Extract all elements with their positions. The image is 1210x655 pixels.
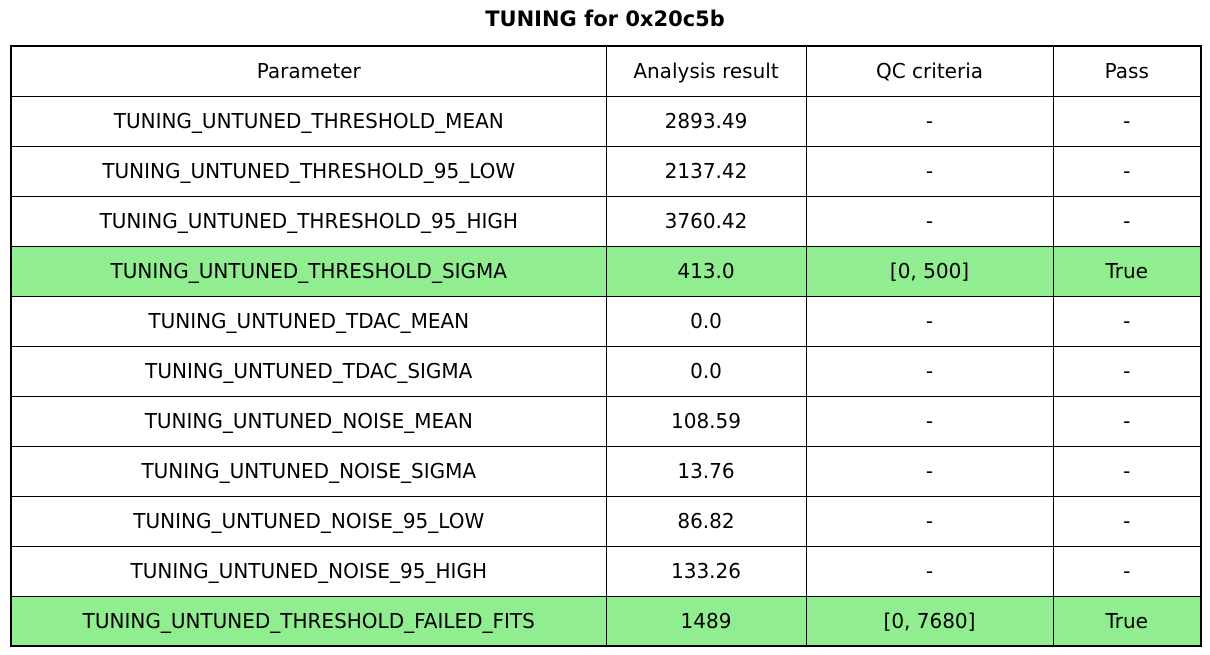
cell-analysis-result: 2893.49 (605, 95, 807, 147)
cell-parameter: TUNING_UNTUNED_NOISE_95_HIGH (10, 545, 607, 597)
table-header-row: Parameter Analysis result QC criteria Pa… (10, 45, 1202, 97)
cell-analysis-result: 108.59 (605, 395, 807, 447)
cell-analysis-result: 3760.42 (605, 195, 807, 247)
cell-parameter: TUNING_UNTUNED_THRESHOLD_FAILED_FITS (10, 595, 607, 647)
table-body: TUNING_UNTUNED_THRESHOLD_MEAN 2893.49- - TU… (10, 95, 1202, 647)
cell-qc-criteria: - (805, 145, 1054, 197)
cell-parameter: TUNING_UNTUNED_THRESHOLD_95_HIGH (10, 195, 607, 247)
cell-analysis-result: 0.0 (605, 345, 807, 397)
cell-parameter: TUNING_UNTUNED_THRESHOLD_95_LOW (10, 145, 607, 197)
qc-results-table: Parameter Analysis result QC criteria Pa… (10, 45, 1202, 647)
column-header-qc-criteria: QC criteria (805, 45, 1054, 97)
cell-pass: True (1052, 595, 1202, 647)
cell-qc-criteria: - (805, 445, 1054, 497)
cell-qc-criteria: - (805, 345, 1054, 397)
cell-parameter: TUNING_UNTUNED_TDAC_SIGMA (10, 345, 607, 397)
table-row: TUNING_UNTUNED_THRESHOLD_FAILED_FITS 1489… (10, 595, 1202, 647)
cell-pass: - (1052, 195, 1202, 247)
cell-qc-criteria: [0, 7680] (805, 595, 1054, 647)
cell-analysis-result: 1489 (605, 595, 807, 647)
cell-pass: True (1052, 245, 1202, 297)
cell-pass: - (1052, 295, 1202, 347)
cell-pass: - (1052, 95, 1202, 147)
cell-qc-criteria: - (805, 545, 1054, 597)
table-row: TUNING_UNTUNED_TDAC_SIGMA 0.0- - (10, 345, 1202, 397)
cell-qc-criteria: - (805, 95, 1054, 147)
cell-qc-criteria: - (805, 495, 1054, 547)
column-header-pass: Pass (1052, 45, 1202, 97)
cell-pass: - (1052, 395, 1202, 447)
table-row: TUNING_UNTUNED_NOISE_95_HIGH 133.26- - (10, 545, 1202, 597)
column-header-analysis-result: Analysis result (605, 45, 807, 97)
table-row: TUNING_UNTUNED_THRESHOLD_SIGMA 413.0 [0, 5… (10, 245, 1202, 297)
cell-analysis-result: 13.76 (605, 445, 807, 497)
table-row: TUNING_UNTUNED_NOISE_95_LOW 86.82- - (10, 495, 1202, 547)
table-row: TUNING_UNTUNED_NOISE_SIGMA 13.76- - (10, 445, 1202, 497)
cell-pass: - (1052, 445, 1202, 497)
table-row: TUNING_UNTUNED_THRESHOLD_MEAN 2893.49- - (10, 95, 1202, 147)
cell-parameter: TUNING_UNTUNED_NOISE_95_LOW (10, 495, 607, 547)
table-row: TUNING_UNTUNED_THRESHOLD_95_LOW 2137.42- - (10, 145, 1202, 197)
table-row: TUNING_UNTUNED_THRESHOLD_95_HIGH 3760.42-… (10, 195, 1202, 247)
cell-qc-criteria: - (805, 295, 1054, 347)
cell-analysis-result: 133.26 (605, 545, 807, 597)
cell-parameter: TUNING_UNTUNED_THRESHOLD_MEAN (10, 95, 607, 147)
cell-pass: - (1052, 345, 1202, 397)
cell-pass: - (1052, 145, 1202, 197)
table-row: TUNING_UNTUNED_TDAC_MEAN 0.0- - (10, 295, 1202, 347)
cell-parameter: TUNING_UNTUNED_THRESHOLD_SIGMA (10, 245, 607, 297)
cell-analysis-result: 2137.42 (605, 145, 807, 197)
cell-analysis-result: 86.82 (605, 495, 807, 547)
cell-parameter: TUNING_UNTUNED_NOISE_MEAN (10, 395, 607, 447)
cell-pass: - (1052, 495, 1202, 547)
cell-analysis-result: 413.0 (605, 245, 807, 297)
cell-pass: - (1052, 545, 1202, 597)
table-row: TUNING_UNTUNED_NOISE_MEAN 108.59- - (10, 395, 1202, 447)
cell-qc-criteria: - (805, 195, 1054, 247)
column-header-parameter: Parameter (10, 45, 607, 97)
cell-parameter: TUNING_UNTUNED_NOISE_SIGMA (10, 445, 607, 497)
cell-analysis-result: 0.0 (605, 295, 807, 347)
cell-qc-criteria: - (805, 395, 1054, 447)
page-title: TUNING for 0x20c5b (485, 7, 725, 31)
cell-parameter: TUNING_UNTUNED_TDAC_MEAN (10, 295, 607, 347)
cell-qc-criteria: [0, 500] (805, 245, 1054, 297)
